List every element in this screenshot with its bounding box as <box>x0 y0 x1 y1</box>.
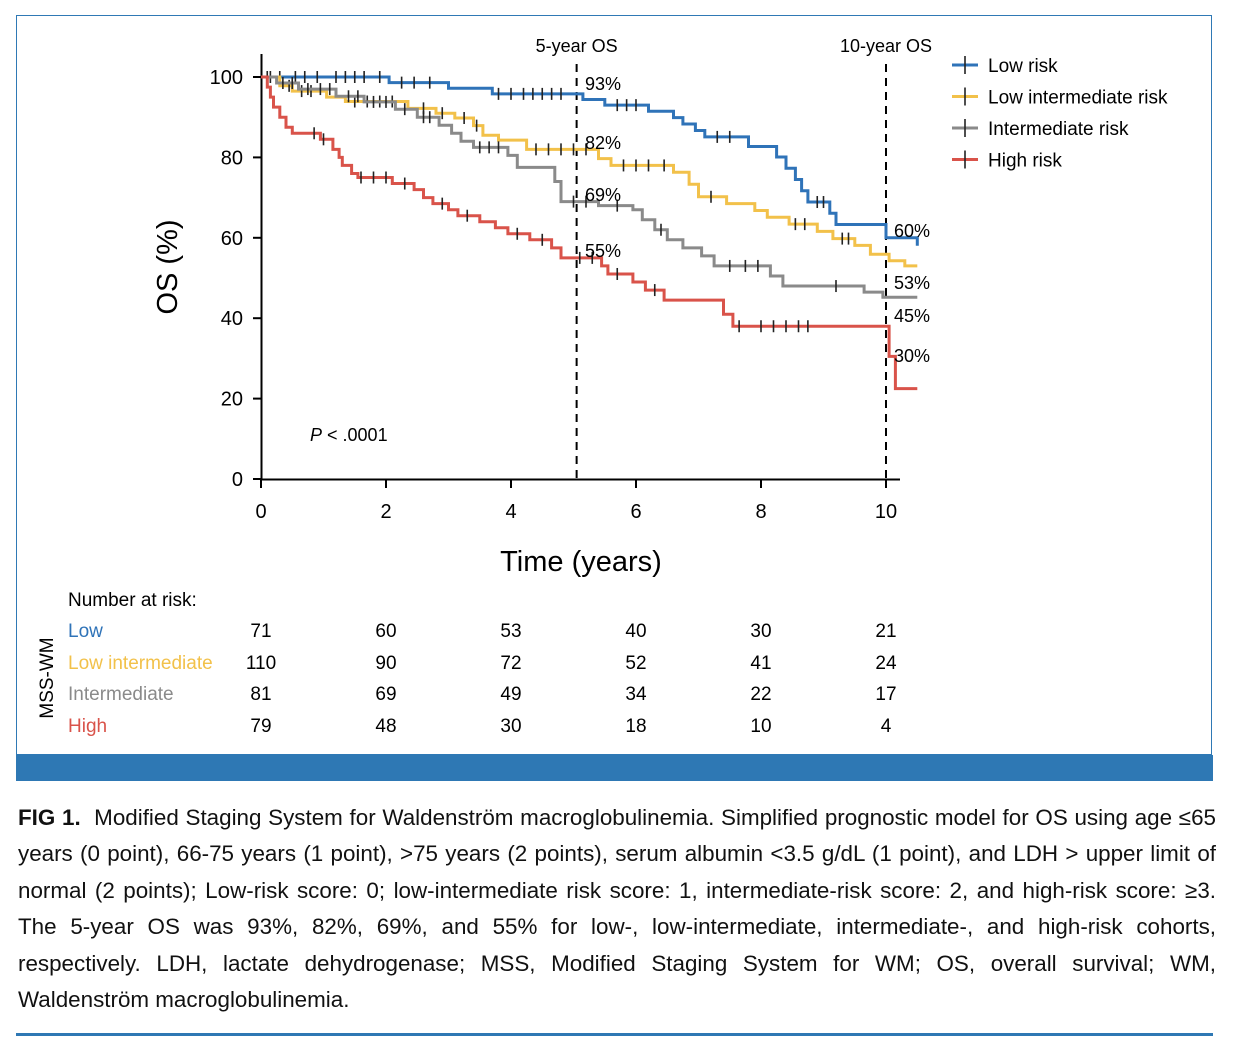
risk-count: 49 <box>500 684 521 705</box>
x-tick-label: 4 <box>505 501 516 523</box>
curve-group <box>261 71 919 246</box>
figure-caption: FIG 1. Modified Staging System for Walde… <box>18 800 1216 1018</box>
axes <box>260 54 900 481</box>
survival-curve <box>261 75 918 391</box>
five-year-os-label: 93% <box>585 74 621 94</box>
x-ticks: 0 2 4 6 8 10 <box>255 480 897 523</box>
five-year-os-label: 55% <box>585 241 621 261</box>
risk-table-title: Number at risk: <box>68 590 197 611</box>
legend: Low risk Low intermediate risk Intermediat… <box>952 56 1168 172</box>
reference-line-label: 5-year OS <box>536 36 618 56</box>
x-tick-label: 6 <box>630 501 641 523</box>
x-axis-title: Time (years) <box>500 546 662 578</box>
risk-count: 30 <box>500 716 521 737</box>
survival-curves <box>261 71 919 391</box>
risk-count: 17 <box>875 684 896 705</box>
risk-row-label: Low intermediate <box>68 653 213 674</box>
survival-curve <box>261 75 918 299</box>
p-value-annotation: P < .0001 <box>310 425 388 445</box>
risk-count: 18 <box>625 716 646 737</box>
risk-count: 34 <box>625 684 647 705</box>
risk-count: 110 <box>246 653 276 674</box>
risk-count: 81 <box>250 684 271 705</box>
x-tick-label: 10 <box>875 501 897 523</box>
risk-row-label: High <box>68 716 107 737</box>
curve-group <box>261 75 918 391</box>
risk-count: 22 <box>750 684 771 705</box>
risk-count: 53 <box>500 621 521 642</box>
y-axis-title: OS (%) <box>152 219 184 314</box>
risk-row-label: Intermediate <box>68 684 174 705</box>
legend-entry: Intermediate risk <box>988 119 1129 140</box>
y-tick-label: 20 <box>221 389 243 411</box>
risk-count: 69 <box>375 684 396 705</box>
y-ticks: 0 20 40 60 80 100 <box>210 67 261 491</box>
risk-count: 4 <box>881 716 892 737</box>
risk-count: 79 <box>250 716 271 737</box>
x-tick-label: 8 <box>755 501 766 523</box>
x-tick-label: 2 <box>380 501 391 523</box>
risk-count: 60 <box>375 621 396 642</box>
risk-table-group-label: MSS-WM <box>37 637 58 718</box>
risk-count: 24 <box>875 653 897 674</box>
survival-curve <box>261 75 919 246</box>
x-tick-label: 0 <box>255 501 266 523</box>
risk-count: 40 <box>625 621 646 642</box>
y-tick-label: 40 <box>221 308 243 330</box>
y-tick-label: 60 <box>221 228 243 250</box>
ten-year-os-label: 45% <box>894 306 930 326</box>
risk-row-label: Low <box>68 621 103 642</box>
bottom-rule <box>16 1033 1213 1036</box>
ten-year-os-label: 30% <box>894 346 930 366</box>
risk-count: 30 <box>750 621 771 642</box>
legend-entry: Low risk <box>988 56 1058 77</box>
risk-count: 10 <box>750 716 771 737</box>
risk-count: 48 <box>375 716 396 737</box>
risk-count: 21 <box>875 621 896 642</box>
ten-year-os-label: 60% <box>894 221 930 241</box>
number-at-risk-table: Number at risk: MSS-WM Low 71 60 53 40 30 21 Lo… <box>37 590 897 737</box>
y-tick-label: 100 <box>210 67 243 89</box>
figure-footer-bar <box>16 755 1213 781</box>
risk-count: 41 <box>750 653 771 674</box>
five-year-os-label: 82% <box>585 133 621 153</box>
y-tick-label: 0 <box>232 469 243 491</box>
reference-lines: 5-year OS 10-year OS <box>536 36 932 479</box>
curve-group <box>261 75 918 299</box>
risk-count: 90 <box>375 653 396 674</box>
reference-line-label: 10-year OS <box>840 36 932 56</box>
legend-entry: Low intermediate risk <box>988 88 1168 109</box>
survival-labels: 93% 60% 82% 53% 69% 45% 55% 30% <box>585 74 930 366</box>
caption-label: FIG 1. <box>18 805 81 830</box>
risk-count: 52 <box>625 653 646 674</box>
figure-frame <box>16 15 1212 755</box>
risk-count: 72 <box>500 653 521 674</box>
y-tick-label: 80 <box>221 147 243 169</box>
five-year-os-label: 69% <box>585 185 621 205</box>
survival-curve <box>261 75 918 268</box>
caption-text: Modified Staging System for Waldenström … <box>18 805 1216 1013</box>
legend-entry: High risk <box>988 151 1062 172</box>
risk-count: 71 <box>250 621 271 642</box>
ten-year-os-label: 53% <box>894 273 930 293</box>
